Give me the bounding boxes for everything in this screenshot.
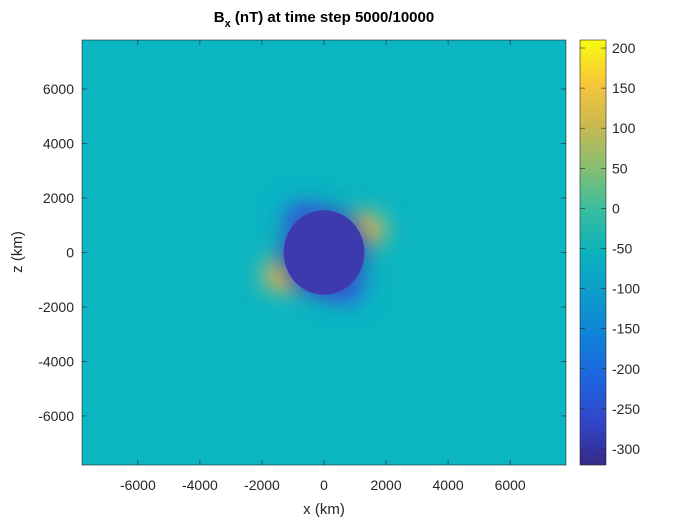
y-axis-label: z (km) (9, 231, 26, 273)
colorbar: 200 150 100 50 0 -50 -100 -150 -200 -250 -300 (579, 39, 640, 466)
heatmap-plot-area (81, 39, 567, 466)
colorbar-gradient (580, 40, 606, 465)
colorbar-frame (579, 39, 607, 466)
y-tick-label: 0 (66, 245, 74, 261)
y-tick-label: 6000 (43, 81, 74, 97)
x-tick-label: 4000 (433, 477, 464, 493)
colorbar-tick-label: 50 (612, 160, 628, 176)
colorbar-ticks: 200 150 100 50 0 -50 -100 -150 -200 -250 -300 (580, 40, 640, 457)
colorbar-tick-label: -200 (612, 361, 640, 377)
central-body (283, 210, 365, 295)
heatmap-field (224, 170, 424, 335)
colorbar-tick-label: -150 (612, 321, 640, 337)
colorbar-tick-label: 200 (612, 40, 636, 56)
x-axis-label: x (km) (303, 501, 345, 518)
x-tick-label: 2000 (370, 477, 401, 493)
colorbar-tick-label: 100 (612, 120, 636, 136)
y-axis: 6000 4000 2000 0 -2000 -4000 -6000 (38, 81, 566, 424)
y-tick-label: -2000 (38, 299, 74, 315)
y-tick-label: -4000 (38, 353, 74, 369)
chart-title: Bx (nT) at time step 5000/10000 (214, 9, 434, 30)
y-tick-label: 2000 (43, 190, 74, 206)
colorbar-tick-label: -250 (612, 401, 640, 417)
colorbar-tick-label: 0 (612, 200, 620, 216)
y-tick-label: 4000 (43, 136, 74, 152)
colorbar-tick-label: -50 (612, 240, 632, 256)
x-axis: -6000 -4000 -2000 0 2000 4000 6000 (120, 40, 526, 493)
colorbar-tick-label: -300 (612, 441, 640, 457)
colorbar-tick-label: -100 (612, 281, 640, 297)
colorbar-tick-label: 150 (612, 80, 636, 96)
y-tick-label: -6000 (38, 408, 74, 424)
x-tick-label: 6000 (495, 477, 526, 493)
x-tick-label: -4000 (182, 477, 218, 493)
x-tick-label: -6000 (120, 477, 156, 493)
x-tick-label: -2000 (244, 477, 280, 493)
x-tick-label: 0 (320, 477, 328, 493)
